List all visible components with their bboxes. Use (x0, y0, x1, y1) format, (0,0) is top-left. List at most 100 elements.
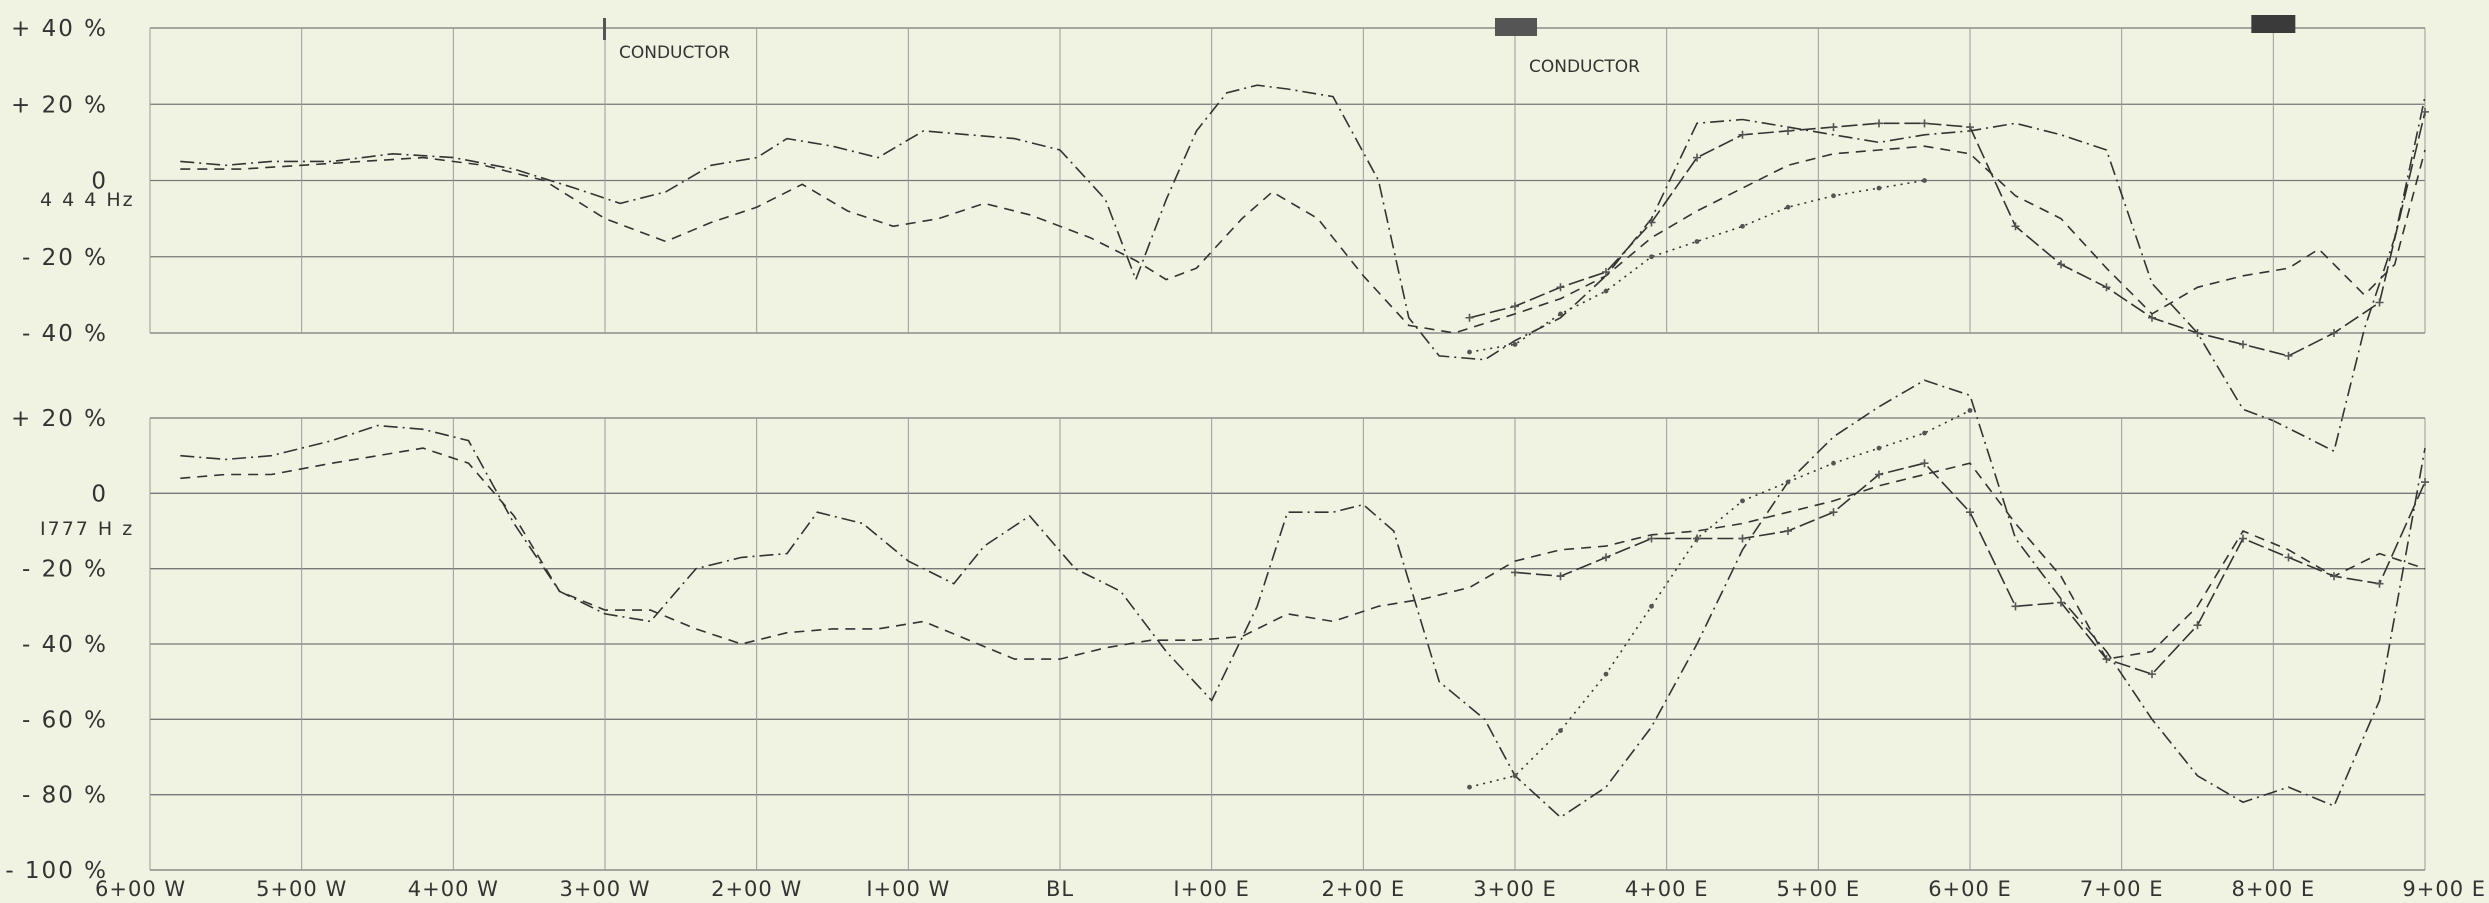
y-tick-label: - 80 % (22, 783, 108, 809)
data-point-marker (1922, 430, 1927, 436)
data-point-marker (1785, 479, 1791, 485)
y-tick-label: - 20 % (22, 245, 108, 271)
y-tick-label: 0 (91, 481, 108, 507)
panel-label: 4 4 4 Hz (40, 189, 135, 211)
y-tick-label: + 20 % (11, 92, 108, 118)
data-point-marker (1738, 130, 1747, 139)
conductor-marker (2251, 15, 2296, 33)
conductor-marker (603, 18, 606, 40)
data-point-marker (2284, 351, 2293, 360)
data-point-marker (1467, 349, 1472, 355)
data-point-marker (2330, 572, 2338, 581)
data-point-marker (1556, 572, 1565, 581)
conductor-annotation: CONDUCTOR (1495, 18, 1640, 77)
data-point-marker (2375, 298, 2384, 307)
data-point-marker (2284, 553, 2293, 562)
data-point-marker (2193, 329, 2202, 337)
data-point-marker (1875, 119, 1883, 128)
x-tick-label: 8+00 E (2232, 877, 2316, 901)
x-tick-label: 6+00 E (1928, 877, 2012, 901)
data-point-marker (1966, 508, 1974, 517)
data-point-marker (2375, 579, 2384, 588)
data-point-marker (2239, 340, 2247, 349)
data-point-marker (2330, 329, 2338, 337)
x-tick-label: 2+00 W (711, 877, 802, 901)
data-point-marker (1920, 459, 1929, 468)
x-tick-label: 5+00 E (1777, 877, 1861, 901)
data-point-marker (1875, 470, 1883, 479)
data-point-marker (1512, 342, 1518, 347)
data-point-marker (1558, 728, 1563, 734)
data-point-marker (1603, 288, 1609, 294)
data-point-marker (2102, 283, 2111, 292)
series-line-plus (1514, 462, 2426, 676)
y-tick-label: - 20 % (22, 557, 108, 583)
x-tick-label: 5+00 W (256, 877, 347, 901)
series-line-dotted (1469, 179, 1925, 353)
panel-1: + 40 % + 20 % 0 - 20 % - 40 % 4 4 4 Hz CONDUCT… (11, 15, 2429, 453)
data-point-marker (1922, 178, 1927, 183)
series-line-dashed (180, 145, 2426, 334)
data-point-marker (2148, 670, 2156, 679)
data-point-marker (1829, 508, 1838, 517)
x-tick-label: I+00 E (1173, 877, 1249, 901)
data-point-marker (1647, 218, 1656, 227)
data-point-marker (1511, 302, 1519, 311)
x-tick-label: 7+00 E (2080, 877, 2164, 901)
data-point-marker (2148, 313, 2156, 322)
data-point-marker (1831, 193, 1836, 199)
data-point-marker (1876, 445, 1882, 451)
data-point-marker (2193, 621, 2202, 630)
data-point-marker (1967, 408, 1973, 413)
series-line-dash-dot (180, 84, 2426, 453)
data-point-marker (1556, 283, 1565, 292)
series-line-dash-dot (180, 379, 2426, 819)
data-point-marker (2011, 222, 2020, 231)
x-tick-label: I+00 W (866, 877, 950, 901)
series-line-plus (1469, 111, 2426, 357)
data-point-marker (1876, 185, 1882, 191)
conductor-label: CONDUCTOR (619, 43, 730, 63)
data-point-marker (1647, 534, 1656, 543)
data-point-marker (1602, 268, 1610, 276)
data-point-marker (1693, 153, 1701, 162)
x-tick-label: 2+00 E (1322, 877, 1406, 901)
y-tick-label: - 40 % (22, 321, 108, 347)
x-tick-label: BL (1046, 877, 1074, 901)
y-tick-label: - 40 % (22, 632, 108, 658)
data-point-marker (2239, 534, 2247, 543)
panel-label: I777 H z (40, 518, 134, 540)
data-point-marker (1966, 123, 1974, 132)
data-point-marker (1511, 568, 1519, 577)
data-point-marker (1740, 223, 1745, 229)
data-point-marker (1920, 119, 1929, 128)
data-point-marker (1784, 527, 1792, 535)
x-tick-label: 4+00 E (1625, 877, 1709, 901)
y-tick-label: - 60 % (22, 707, 108, 733)
data-point-marker (1603, 671, 1609, 677)
series-line-dashed (180, 447, 2426, 660)
y-tick-label: + 20 % (11, 406, 108, 432)
data-point-marker (1558, 311, 1563, 317)
data-point-marker (2421, 478, 2429, 487)
y-tick-label: 0 (91, 169, 108, 195)
conductor-marker (1495, 18, 1537, 36)
conductor-annotation: CONDUCTOR (603, 18, 730, 63)
data-point-marker (1465, 313, 1474, 322)
x-tick-label: 4+00 W (408, 877, 499, 901)
y-tick-label: - 100 % (5, 858, 108, 884)
x-tick-label: 3+00 W (559, 877, 650, 901)
x-tick-label: 6+00 W (95, 877, 186, 901)
data-point-marker (2057, 260, 2065, 269)
data-point-marker (1785, 204, 1791, 210)
data-point-marker (1831, 460, 1836, 466)
data-point-marker (1738, 534, 1747, 543)
data-point-marker (1512, 773, 1518, 779)
data-point-marker (2011, 602, 2020, 611)
x-tick-label: 9+00 E (2402, 877, 2486, 901)
y-tick-label: + 40 % (11, 16, 108, 42)
data-point-marker (1649, 254, 1654, 260)
x-tick-label: 3+00 E (1473, 877, 1557, 901)
data-point-marker (2102, 655, 2111, 664)
